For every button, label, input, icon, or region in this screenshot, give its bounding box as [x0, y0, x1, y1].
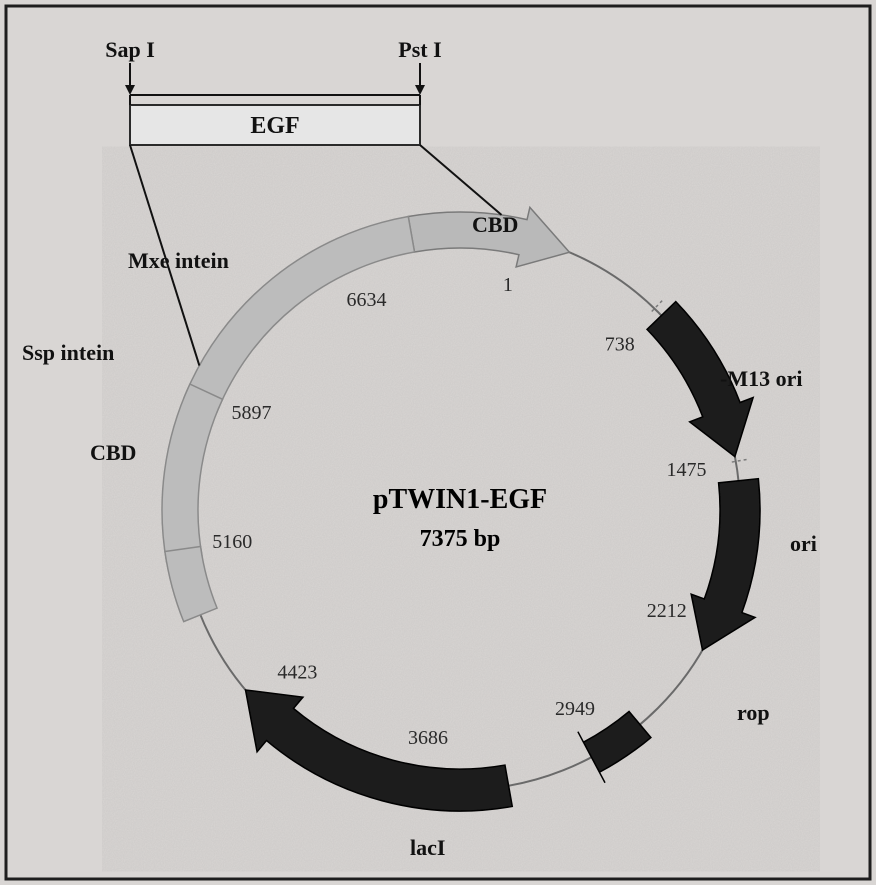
feature-label-M13-ori: -M13 ori [720, 366, 802, 391]
tick-label: 1475 [667, 459, 707, 481]
tick-label: 738 [605, 334, 635, 356]
feature-label-Mxe-intein: Mxe intein [128, 248, 229, 273]
plasmid-map: 1 738 1475 2212 2949 3686 4423 5160 5897 6634 EGF… [0, 0, 876, 885]
feature-label-lacI: lacI [410, 835, 445, 860]
insert-label: EGF [250, 113, 299, 139]
site-label-SapI: Sap I [105, 37, 155, 62]
tick-label: 6634 [346, 289, 386, 311]
tick-label: 1 [503, 274, 513, 296]
feature-label-Ssp-intein: Ssp intein [22, 340, 114, 365]
site-label-PstI: Pst I [398, 37, 441, 62]
tick-label: 4423 [277, 662, 317, 684]
feature-label-CBD-Ssp: CBD [90, 440, 136, 465]
feature-label-rop: rop [737, 700, 770, 725]
tick-label: 3686 [408, 727, 448, 749]
plasmid-name: pTWIN1-EGF [373, 484, 547, 515]
plasmid-svg: 1 738 1475 2212 2949 3686 4423 5160 5897 6634 EGF… [0, 0, 876, 885]
feature-label-ori: ori [790, 531, 817, 556]
tick-label: 5897 [232, 402, 272, 424]
tick-label: 2212 [647, 600, 687, 622]
tick-label: 2949 [555, 698, 595, 720]
tick-label: 5160 [212, 531, 252, 553]
plasmid-size: 7375 bp [420, 526, 501, 552]
feature-label-CBD-Mxe: CBD [472, 212, 518, 237]
